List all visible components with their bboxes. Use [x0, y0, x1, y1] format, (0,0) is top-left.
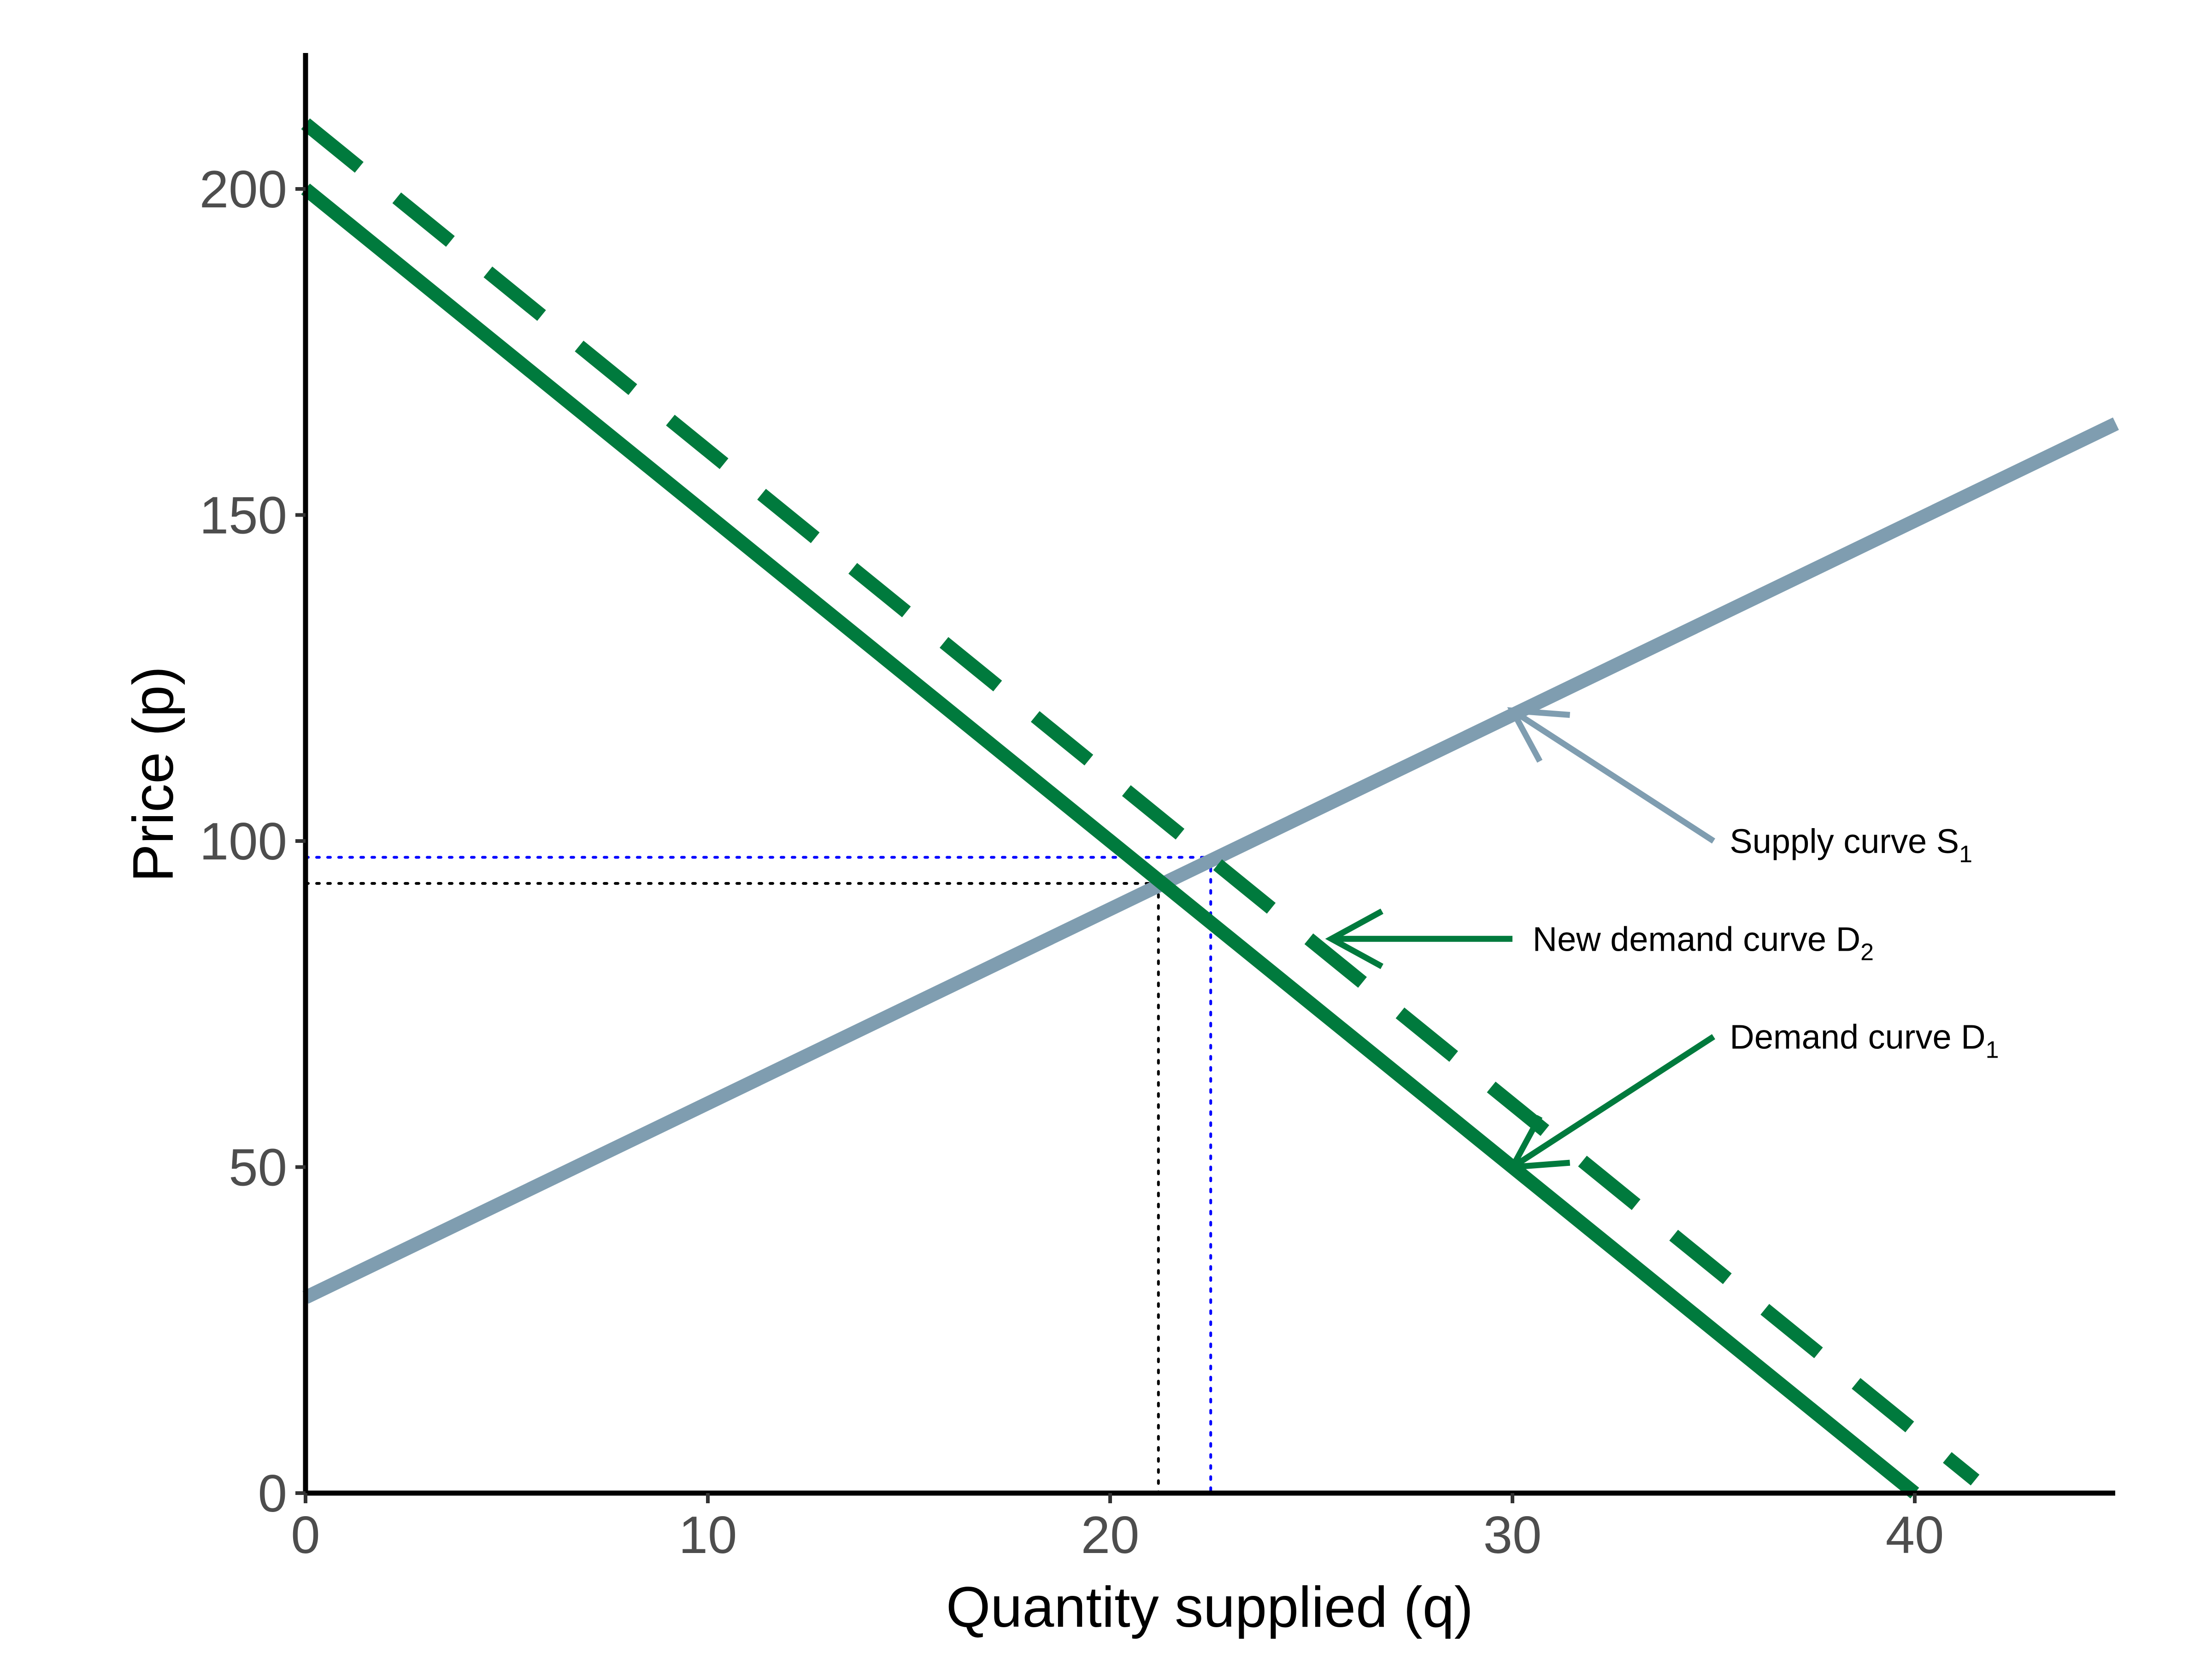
new-demand-label-text: New demand curve D2 [1533, 920, 1874, 965]
curve-series [301, 118, 2119, 1499]
demand-label-text: Demand curve D1 [1730, 1018, 1999, 1064]
y-tick-label-200: 200 [200, 160, 287, 219]
supply-label-arrow-shaft [1511, 708, 1716, 844]
x-tick-label-20: 20 [1081, 1506, 1140, 1565]
x-tick-label-40: 40 [1886, 1506, 1944, 1565]
supply-label-text: Supply curve S1 [1730, 822, 1972, 868]
axis-ticks: 0 10 20 30 40 0 50 100 150 200 [200, 160, 1944, 1565]
y-axis-title: Price (p) [122, 666, 185, 882]
new-demand-curve-d2 [301, 118, 1980, 1486]
new-demand-label-arrow-head [1325, 908, 1383, 969]
annotations: Supply curve S1 New demand curve D2 Demand… [1325, 707, 1999, 1171]
x-tick-label-0: 0 [291, 1506, 320, 1565]
y-tick-label-50: 50 [229, 1139, 287, 1197]
x-axis-title: Quantity supplied (q) [946, 1576, 1473, 1639]
supply-label-arrow-head [1507, 707, 1571, 763]
supply-curve-s1 [302, 417, 2119, 1304]
equilibrium-reference-lines [304, 856, 1212, 1494]
y-tick-label-100: 100 [200, 812, 287, 871]
x-tick-label-30: 30 [1483, 1506, 1542, 1565]
demand-curve-d1 [301, 183, 1919, 1499]
axes [303, 53, 2115, 1496]
demand-label-arrow-shaft [1511, 1034, 1716, 1170]
y-tick-label-150: 150 [200, 487, 287, 545]
demand-label-arrow-head [1507, 1115, 1571, 1171]
x-tick-label-10: 10 [679, 1506, 737, 1565]
y-tick-label-0: 0 [258, 1465, 287, 1523]
